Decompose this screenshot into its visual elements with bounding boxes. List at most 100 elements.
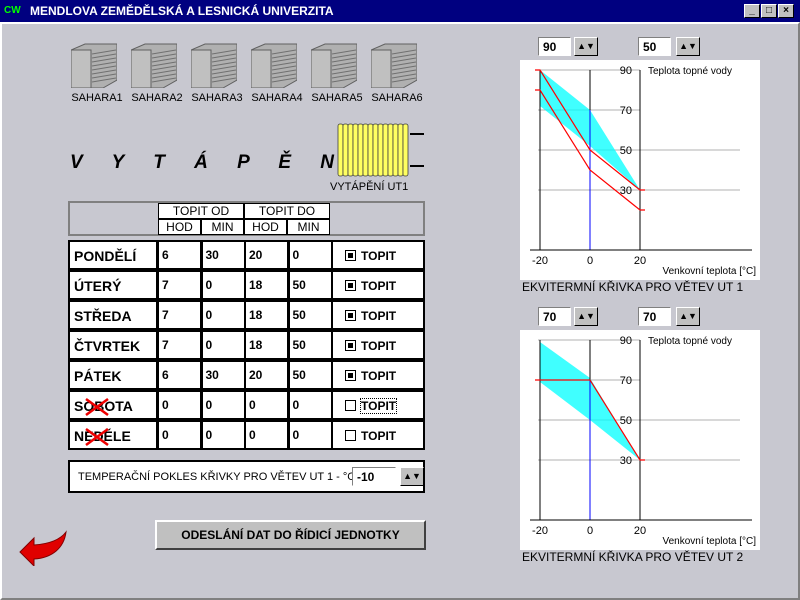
air-heater-icon <box>191 43 237 88</box>
back-arrow-icon[interactable] <box>18 530 70 566</box>
maximize-button[interactable]: □ <box>761 4 777 18</box>
do-min-input[interactable]: 50 <box>287 270 333 300</box>
x-tick-label: -20 <box>532 255 548 267</box>
od-min-input[interactable]: 0 <box>200 420 246 450</box>
curve-line <box>535 69 645 191</box>
od-min-input[interactable]: 0 <box>200 390 246 420</box>
topit-checkbox[interactable]: TOPIT <box>331 270 425 300</box>
topit-checkbox[interactable]: TOPIT <box>331 240 425 270</box>
do-hod-input[interactable]: 18 <box>244 300 289 330</box>
y-tick-label: 30 <box>620 185 632 197</box>
pokles-label: TEMPERAČNÍ POKLES KŘIVKY PRO VĚTEV UT 1 … <box>78 471 356 483</box>
do-min-input[interactable]: 0 <box>287 420 333 450</box>
day-label: ÚTERÝ <box>68 270 158 300</box>
y-tick-label: 90 <box>620 65 632 77</box>
header-do-hod: HOD <box>244 219 287 235</box>
curve-max-input[interactable]: 90 <box>538 37 571 56</box>
od-min-input[interactable]: 0 <box>200 330 246 360</box>
day-label: STŘEDA <box>68 300 158 330</box>
topit-checkbox[interactable]: TOPIT <box>331 360 425 390</box>
minimize-button[interactable]: _ <box>744 4 760 18</box>
y-tick-label: 70 <box>620 105 632 117</box>
checkbox-icon[interactable] <box>345 250 356 261</box>
do-min-input[interactable]: 0 <box>287 390 333 420</box>
air-heater-icon <box>251 43 297 88</box>
do-min-input[interactable]: 0 <box>287 240 333 270</box>
curve-min-spinner[interactable]: ▲▼ <box>676 37 700 56</box>
radiator-icon[interactable] <box>334 122 426 178</box>
pokles-spinner[interactable]: ▲▼ <box>400 467 424 486</box>
checkbox-icon[interactable] <box>345 340 356 351</box>
do-hod-input[interactable]: 0 <box>244 420 289 450</box>
od-hod-input[interactable]: 0 <box>157 390 202 420</box>
checkbox-icon[interactable] <box>345 430 356 441</box>
y-tick-label: 50 <box>620 415 632 427</box>
table-row: ČTVRTEK 7 0 18 50 TOPIT <box>68 330 425 360</box>
air-heater-icon <box>311 43 357 88</box>
od-hod-input[interactable]: 7 <box>157 300 202 330</box>
x-tick-label: 0 <box>587 255 593 267</box>
od-min-input[interactable]: 30 <box>200 240 246 270</box>
close-button[interactable]: × <box>778 4 794 18</box>
page-title: V Y T Á P Ě N Í <box>70 152 381 173</box>
unit-label: SAHARA1 <box>71 92 123 104</box>
do-hod-input[interactable]: 18 <box>244 270 289 300</box>
unit-label: SAHARA5 <box>311 92 363 104</box>
od-hod-input[interactable]: 6 <box>157 360 202 390</box>
do-min-input[interactable]: 50 <box>287 330 333 360</box>
do-hod-input[interactable]: 20 <box>244 240 289 270</box>
checkbox-icon[interactable] <box>345 280 356 291</box>
pokles-input[interactable]: -10 <box>352 467 396 486</box>
od-hod-input[interactable]: 7 <box>157 270 202 300</box>
curve-line <box>535 379 645 461</box>
curve-max-input[interactable]: 70 <box>538 307 571 326</box>
od-min-input[interactable]: 0 <box>200 300 246 330</box>
topit-checkbox[interactable]: TOPIT <box>331 330 425 360</box>
od-hod-input[interactable]: 7 <box>157 330 202 360</box>
header-od-hod: HOD <box>158 219 201 235</box>
y-tick-label: 30 <box>620 455 632 467</box>
unit-label: SAHARA4 <box>251 92 303 104</box>
air-heater-icon <box>71 43 117 88</box>
header-do-min: MIN <box>287 219 330 235</box>
day-label: PÁTEK <box>68 360 158 390</box>
y-tick-label: 70 <box>620 375 632 387</box>
checkbox-icon[interactable] <box>345 370 356 381</box>
checkbox-icon[interactable] <box>345 400 356 411</box>
chart-title: EKVITERMNÍ KŘIVKA PRO VĚTEV UT 1 <box>522 280 744 294</box>
do-min-input[interactable]: 50 <box>287 360 333 390</box>
do-hod-input[interactable]: 0 <box>244 390 289 420</box>
do-hod-input[interactable]: 18 <box>244 330 289 360</box>
header-od-min: MIN <box>201 219 244 235</box>
od-hod-input[interactable]: 6 <box>157 240 202 270</box>
y-tick-label: 90 <box>620 335 632 347</box>
checkbox-icon[interactable] <box>345 310 356 321</box>
window-title: MENDLOVA ZEMĚDĚLSKÁ A LESNICKÁ UNIVERZIT… <box>30 4 334 18</box>
header-topit-od: TOPIT OD <box>158 203 244 219</box>
curve-min-spinner[interactable]: ▲▼ <box>676 307 700 326</box>
do-hod-input[interactable]: 20 <box>244 360 289 390</box>
topit-checkbox[interactable]: TOPIT <box>331 390 425 420</box>
od-min-input[interactable]: 30 <box>200 360 246 390</box>
pokles-panel: TEMPERAČNÍ POKLES KŘIVKY PRO VĚTEV UT 1 … <box>68 460 425 493</box>
header-topit-do: TOPIT DO <box>244 203 330 219</box>
do-min-input[interactable]: 50 <box>287 300 333 330</box>
x-axis-label: Venkovní teplota [°C] <box>662 536 756 547</box>
od-hod-input[interactable]: 0 <box>157 420 202 450</box>
curve-min-input[interactable]: 50 <box>638 37 671 56</box>
table-row: PONDĚLÍ 6 30 20 0 TOPIT <box>68 240 425 270</box>
curve-max-spinner[interactable]: ▲▼ <box>574 307 598 326</box>
air-heater-icon <box>371 43 417 88</box>
air-heater-icon <box>131 43 177 88</box>
curve-min-input[interactable]: 70 <box>638 307 671 326</box>
title-bar: CW MENDLOVA ZEMĚDĚLSKÁ A LESNICKÁ UNIVER… <box>0 0 800 22</box>
disabled-cross-icon <box>85 427 109 447</box>
send-data-button[interactable]: ODESLÁNÍ DAT DO ŘÍDICÍ JEDNOTKY <box>155 520 426 550</box>
topit-checkbox[interactable]: TOPIT <box>331 300 425 330</box>
curve-max-spinner[interactable]: ▲▼ <box>574 37 598 56</box>
od-min-input[interactable]: 0 <box>200 270 246 300</box>
app-logo: CW <box>4 5 21 16</box>
unit-label: SAHARA3 <box>191 92 243 104</box>
topit-checkbox[interactable]: TOPIT <box>331 420 425 450</box>
